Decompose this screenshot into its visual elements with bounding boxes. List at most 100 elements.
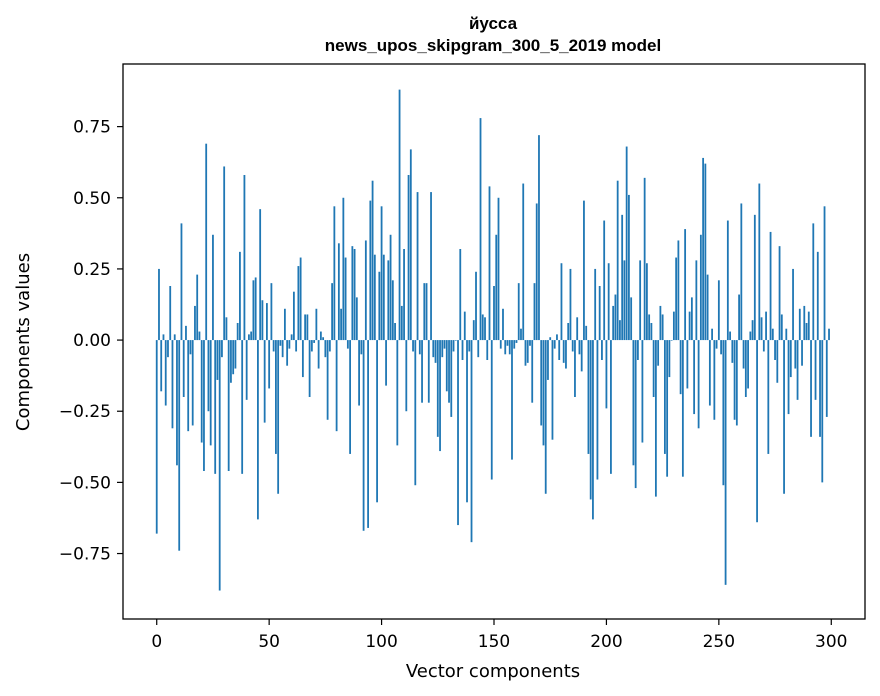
bar (387, 260, 390, 341)
bar (178, 340, 181, 551)
bar (740, 203, 743, 341)
bar (310, 340, 313, 352)
bar (684, 229, 687, 341)
bar (261, 300, 264, 341)
bar (551, 340, 554, 440)
bar (506, 340, 509, 346)
bar (277, 340, 280, 494)
chart-title-line2: news_upos_skipgram_300_5_2019 model (325, 36, 661, 55)
bar (317, 340, 320, 369)
bar (589, 340, 592, 500)
bar (257, 340, 259, 520)
bar (234, 340, 237, 369)
bar (515, 340, 518, 343)
bar (607, 263, 610, 341)
bar (738, 294, 740, 341)
bar (819, 340, 821, 437)
bar (794, 340, 797, 369)
bar (726, 220, 729, 341)
bar (576, 317, 579, 341)
bar (351, 246, 354, 341)
bar (441, 340, 444, 358)
bar (778, 246, 781, 341)
bar (479, 118, 482, 341)
bar (601, 340, 603, 360)
bar (232, 340, 235, 375)
bar (167, 340, 169, 358)
x-tick-label: 100 (365, 632, 397, 652)
bar (423, 283, 426, 341)
bar (436, 340, 439, 437)
bar (751, 320, 754, 341)
bar (774, 340, 776, 360)
bar (540, 340, 543, 426)
bar (176, 340, 178, 466)
bar (652, 340, 655, 397)
bar (380, 206, 383, 341)
bar (679, 340, 682, 395)
bar (497, 197, 500, 341)
bar (194, 305, 196, 341)
bar (270, 283, 273, 341)
bar (574, 340, 576, 397)
bar (214, 340, 217, 474)
bar (765, 311, 767, 341)
bar (776, 340, 779, 383)
bar (245, 340, 248, 400)
bar (394, 323, 396, 341)
bar (828, 328, 830, 341)
bar (254, 277, 257, 341)
bar (279, 340, 282, 346)
bar (472, 320, 475, 341)
bar (484, 317, 486, 341)
bar (513, 340, 516, 349)
bar (425, 283, 428, 341)
bar (767, 340, 770, 454)
bar (711, 328, 713, 341)
bar (385, 340, 387, 386)
bar (637, 340, 639, 360)
bar (335, 340, 338, 432)
bar (702, 157, 705, 341)
bar (412, 340, 414, 352)
bar (648, 314, 651, 341)
bar (493, 286, 495, 341)
bar (549, 337, 552, 341)
bar (162, 334, 165, 341)
bar (654, 340, 657, 497)
bar (592, 340, 594, 520)
bar (821, 340, 824, 483)
bar (632, 340, 635, 466)
bar (263, 340, 266, 423)
bar (686, 340, 689, 389)
bar (200, 340, 203, 443)
bar (587, 340, 590, 454)
bar (805, 323, 808, 341)
bar (524, 340, 527, 366)
bar (344, 257, 347, 341)
x-tick-label: 50 (258, 632, 280, 652)
bar (189, 340, 192, 355)
bar (308, 340, 311, 397)
bar (544, 340, 547, 494)
bar (432, 340, 435, 358)
bar (439, 340, 441, 452)
y-tick-label: 0.50 (73, 189, 111, 209)
bar (789, 340, 792, 378)
bar (643, 177, 646, 341)
bar (205, 143, 208, 341)
bar (708, 340, 711, 406)
bar (605, 340, 608, 409)
bar (450, 340, 453, 417)
bar (313, 340, 316, 343)
bar (346, 340, 349, 349)
bar (704, 163, 707, 341)
bar (771, 328, 774, 341)
bar (796, 340, 799, 400)
bar (400, 305, 403, 341)
bar (785, 328, 788, 341)
bar (389, 234, 392, 341)
bar (508, 340, 511, 355)
bar (283, 308, 286, 341)
bar (378, 271, 381, 341)
